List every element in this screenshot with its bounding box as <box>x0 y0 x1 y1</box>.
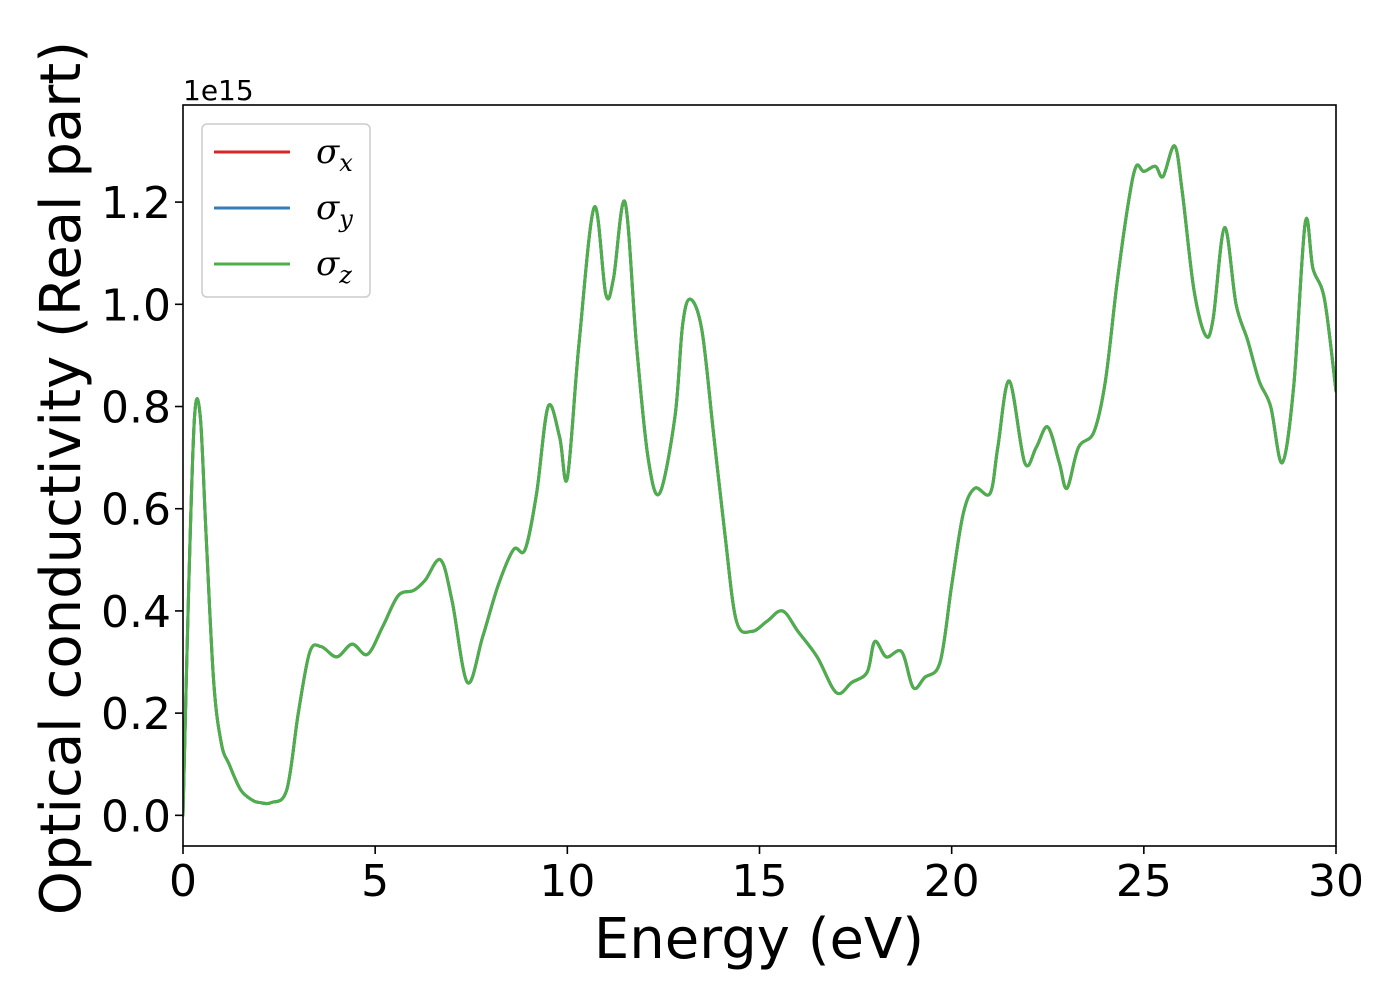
legend-label-z: σz <box>316 244 352 289</box>
x-tick-label: 20 <box>924 856 980 907</box>
y-offset-text: 1e15 <box>183 74 254 107</box>
legend-label-y: σy <box>316 188 353 233</box>
x-tick-label: 0 <box>169 856 197 907</box>
x-tick-label: 15 <box>732 856 788 907</box>
y-tick-label: 1.2 <box>101 178 171 229</box>
x-tick-label: 10 <box>539 856 595 907</box>
x-tick-label: 25 <box>1116 856 1172 907</box>
y-tick-label: 1.0 <box>101 280 171 331</box>
y-tick-label: 0.6 <box>101 485 171 536</box>
y-axis: 0.0 0.2 0.4 0.6 0.8 1.0 1.2 <box>101 178 183 842</box>
y-tick-label: 0.2 <box>101 689 171 740</box>
y-axis-title: Optical conductivity (Real part) <box>29 41 94 915</box>
series-layer <box>183 144 1336 817</box>
legend-box <box>201 123 371 298</box>
y-tick-label: 0.4 <box>101 587 171 638</box>
y-tick-label: 0.8 <box>101 383 171 434</box>
y-tick-label: 0.0 <box>101 791 171 842</box>
legend-label-x: σx <box>316 132 353 177</box>
x-axis: 0 5 10 15 20 25 30 <box>169 846 1364 907</box>
x-tick-label: 30 <box>1308 856 1364 907</box>
legend: σx σy σz <box>201 123 371 298</box>
x-tick-label: 5 <box>361 856 389 907</box>
series-line-z <box>183 144 1336 817</box>
x-axis-title: Energy (eV) <box>594 907 924 972</box>
